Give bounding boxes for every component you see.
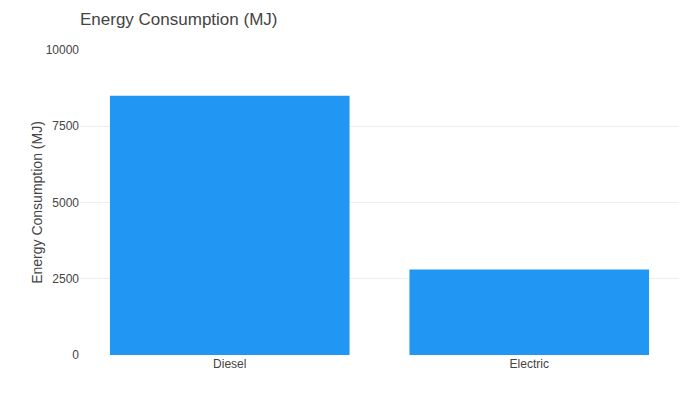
svg-text:Diesel: Diesel xyxy=(213,357,246,371)
svg-text:Energy Consumption (MJ): Energy Consumption (MJ) xyxy=(80,10,277,29)
svg-text:Electric: Electric xyxy=(510,357,549,371)
svg-text:5000: 5000 xyxy=(52,196,79,210)
svg-text:0: 0 xyxy=(72,348,79,362)
svg-text:7500: 7500 xyxy=(52,119,79,133)
svg-text:10000: 10000 xyxy=(46,43,80,57)
svg-text:Energy Consumption (MJ): Energy Consumption (MJ) xyxy=(29,121,45,284)
svg-text:2500: 2500 xyxy=(52,272,79,286)
